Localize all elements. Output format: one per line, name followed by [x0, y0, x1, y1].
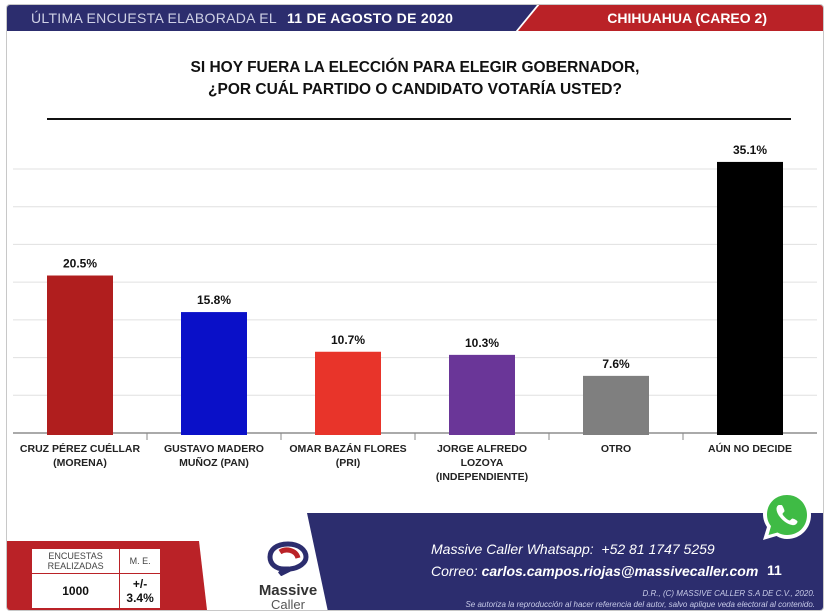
category-label-line: OMAR BAZÁN FLORES	[289, 443, 407, 455]
category-label: AÚN NO DECIDE	[683, 442, 817, 456]
category-label: OTRO	[549, 442, 683, 456]
category-label-line: (PRI)	[335, 457, 361, 469]
bar	[181, 312, 247, 435]
title-rule	[47, 118, 791, 120]
region-title: CHIHUAHUA (CAREO 2)	[607, 10, 767, 26]
bar	[449, 354, 515, 435]
logo-sub: Caller	[271, 597, 305, 611]
whatsapp-line: Massive Caller Whatsapp: +52 81 1747 525…	[431, 541, 715, 557]
email-line: Correo: carlos.campos.riojas@massivecall…	[431, 563, 758, 579]
bar	[315, 351, 381, 435]
footer-bar-navy	[307, 513, 823, 610]
bar	[47, 275, 113, 435]
category-label-line: (MORENA)	[53, 457, 107, 469]
data-label: 10.3%	[465, 336, 499, 350]
category-label: CRUZ PÉREZ CUÉLLAR (MORENA)	[13, 442, 147, 470]
category-label-line: AÚN NO DECIDE	[707, 443, 792, 455]
category-label-line: GUSTAVO MADERO	[164, 443, 264, 455]
copyright-line-1: D.R., (C) MASSIVE CALLER S.A DE C.V., 20…	[642, 589, 816, 598]
data-label: 7.6%	[602, 357, 630, 371]
encuestas-value: 1000	[30, 573, 121, 609]
data-label: 10.7%	[331, 333, 365, 347]
survey-date-line: ÚLTIMA ENCUESTA ELABORADA EL 11 DE AGOSTO…	[31, 10, 453, 26]
category-label: GUSTAVO MADERO MUÑOZ (PAN)	[147, 442, 281, 470]
survey-date: 11 DE AGOSTO DE 2020	[286, 10, 454, 26]
whatsapp-label: Massive Caller Whatsapp:	[431, 541, 594, 557]
logo-name: Massive	[258, 582, 318, 599]
header-bar-red	[518, 5, 823, 31]
data-label: 15.8%	[197, 293, 231, 307]
category-label-line: MUÑOZ (PAN)	[179, 457, 249, 469]
question-line-2: ¿POR CUÁL PARTIDO O CANDIDATO VOTARÍA US…	[208, 81, 622, 98]
category-label-line: (INDEPENDIENTE)	[435, 471, 529, 483]
bar	[583, 375, 649, 435]
category-label-line: OTRO	[600, 443, 632, 455]
header-bar-navy	[7, 5, 537, 31]
category-label-line: JORGE ALFREDO LOZOYA	[436, 443, 528, 469]
bar-chart: 20.5% 15.8% 10.7% 10.3% 7.6% 35.1%	[13, 143, 817, 440]
question-title: SI HOY FUERA LA ELECCIÓN PARA ELEGIR GOB…	[7, 57, 823, 101]
whatsapp-icon	[763, 491, 811, 540]
bar	[717, 161, 783, 435]
survey-stats-table: ENCUESTAS REALIZADAS M. E. 1000 +/- 3.4%	[30, 548, 161, 609]
massive-caller-logo: Massive Caller	[253, 540, 323, 611]
email-label: Correo:	[431, 563, 478, 579]
data-label: 35.1%	[733, 143, 767, 157]
page-number: 11	[767, 562, 782, 578]
category-label-line: CRUZ PÉREZ CUÉLLAR	[19, 443, 141, 455]
me-label: M. E.	[119, 548, 161, 574]
category-label: JORGE ALFREDO LOZOYA (INDEPENDIENTE)	[415, 442, 549, 484]
survey-date-prefix: ÚLTIMA ENCUESTA ELABORADA EL	[31, 10, 277, 26]
slide: ÚLTIMA ENCUESTA ELABORADA EL 11 DE AGOSTO…	[6, 4, 824, 611]
email-address: carlos.campos.riojas@massivecaller.com	[481, 563, 759, 579]
category-label: OMAR BAZÁN FLORES (PRI)	[281, 442, 415, 470]
massive-caller-logo-icon	[267, 541, 309, 577]
me-value: +/- 3.4%	[119, 573, 161, 609]
whatsapp-number: +52 81 1747 5259	[601, 541, 715, 557]
copyright-line-2: Se autoriza la reproducción al hacer ref…	[465, 600, 815, 609]
question-line-1: SI HOY FUERA LA ELECCIÓN PARA ELEGIR GOB…	[190, 59, 640, 76]
encuestas-label: ENCUESTAS REALIZADAS	[30, 548, 121, 574]
data-label: 20.5%	[63, 257, 97, 271]
